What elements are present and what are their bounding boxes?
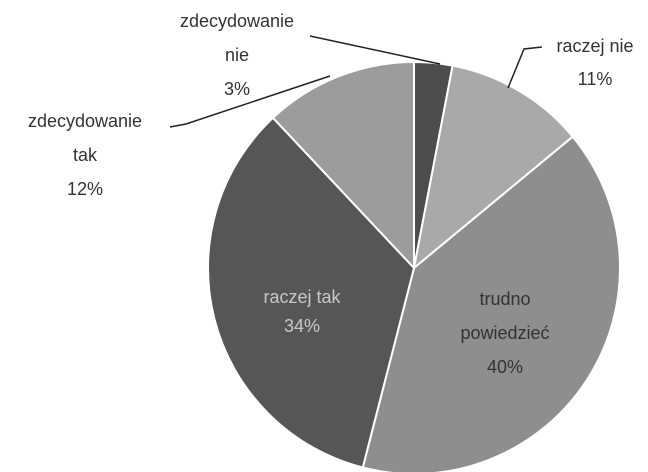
pie: [207, 60, 621, 472]
pie-slice: [361, 135, 621, 472]
category-label: trudno powiedzieć: [460, 289, 549, 343]
category-label: zdecydowanie nie: [180, 11, 294, 65]
value-label: 40%: [487, 357, 523, 377]
category-label: raczej nie: [556, 36, 633, 56]
value-label: 12%: [67, 179, 103, 199]
leader-line: [309, 35, 441, 65]
value-label: 34%: [284, 316, 320, 336]
pie-slice: [271, 60, 415, 271]
value-label: 3%: [224, 79, 250, 99]
pie-slice: [207, 116, 416, 469]
leader-line: [507, 46, 543, 89]
category-label: raczej tak: [263, 287, 341, 307]
leader-line: [169, 75, 331, 128]
pie-slice: [412, 64, 575, 271]
category-label: zdecydowanie tak: [28, 111, 142, 165]
value-label: 11%: [578, 69, 613, 89]
